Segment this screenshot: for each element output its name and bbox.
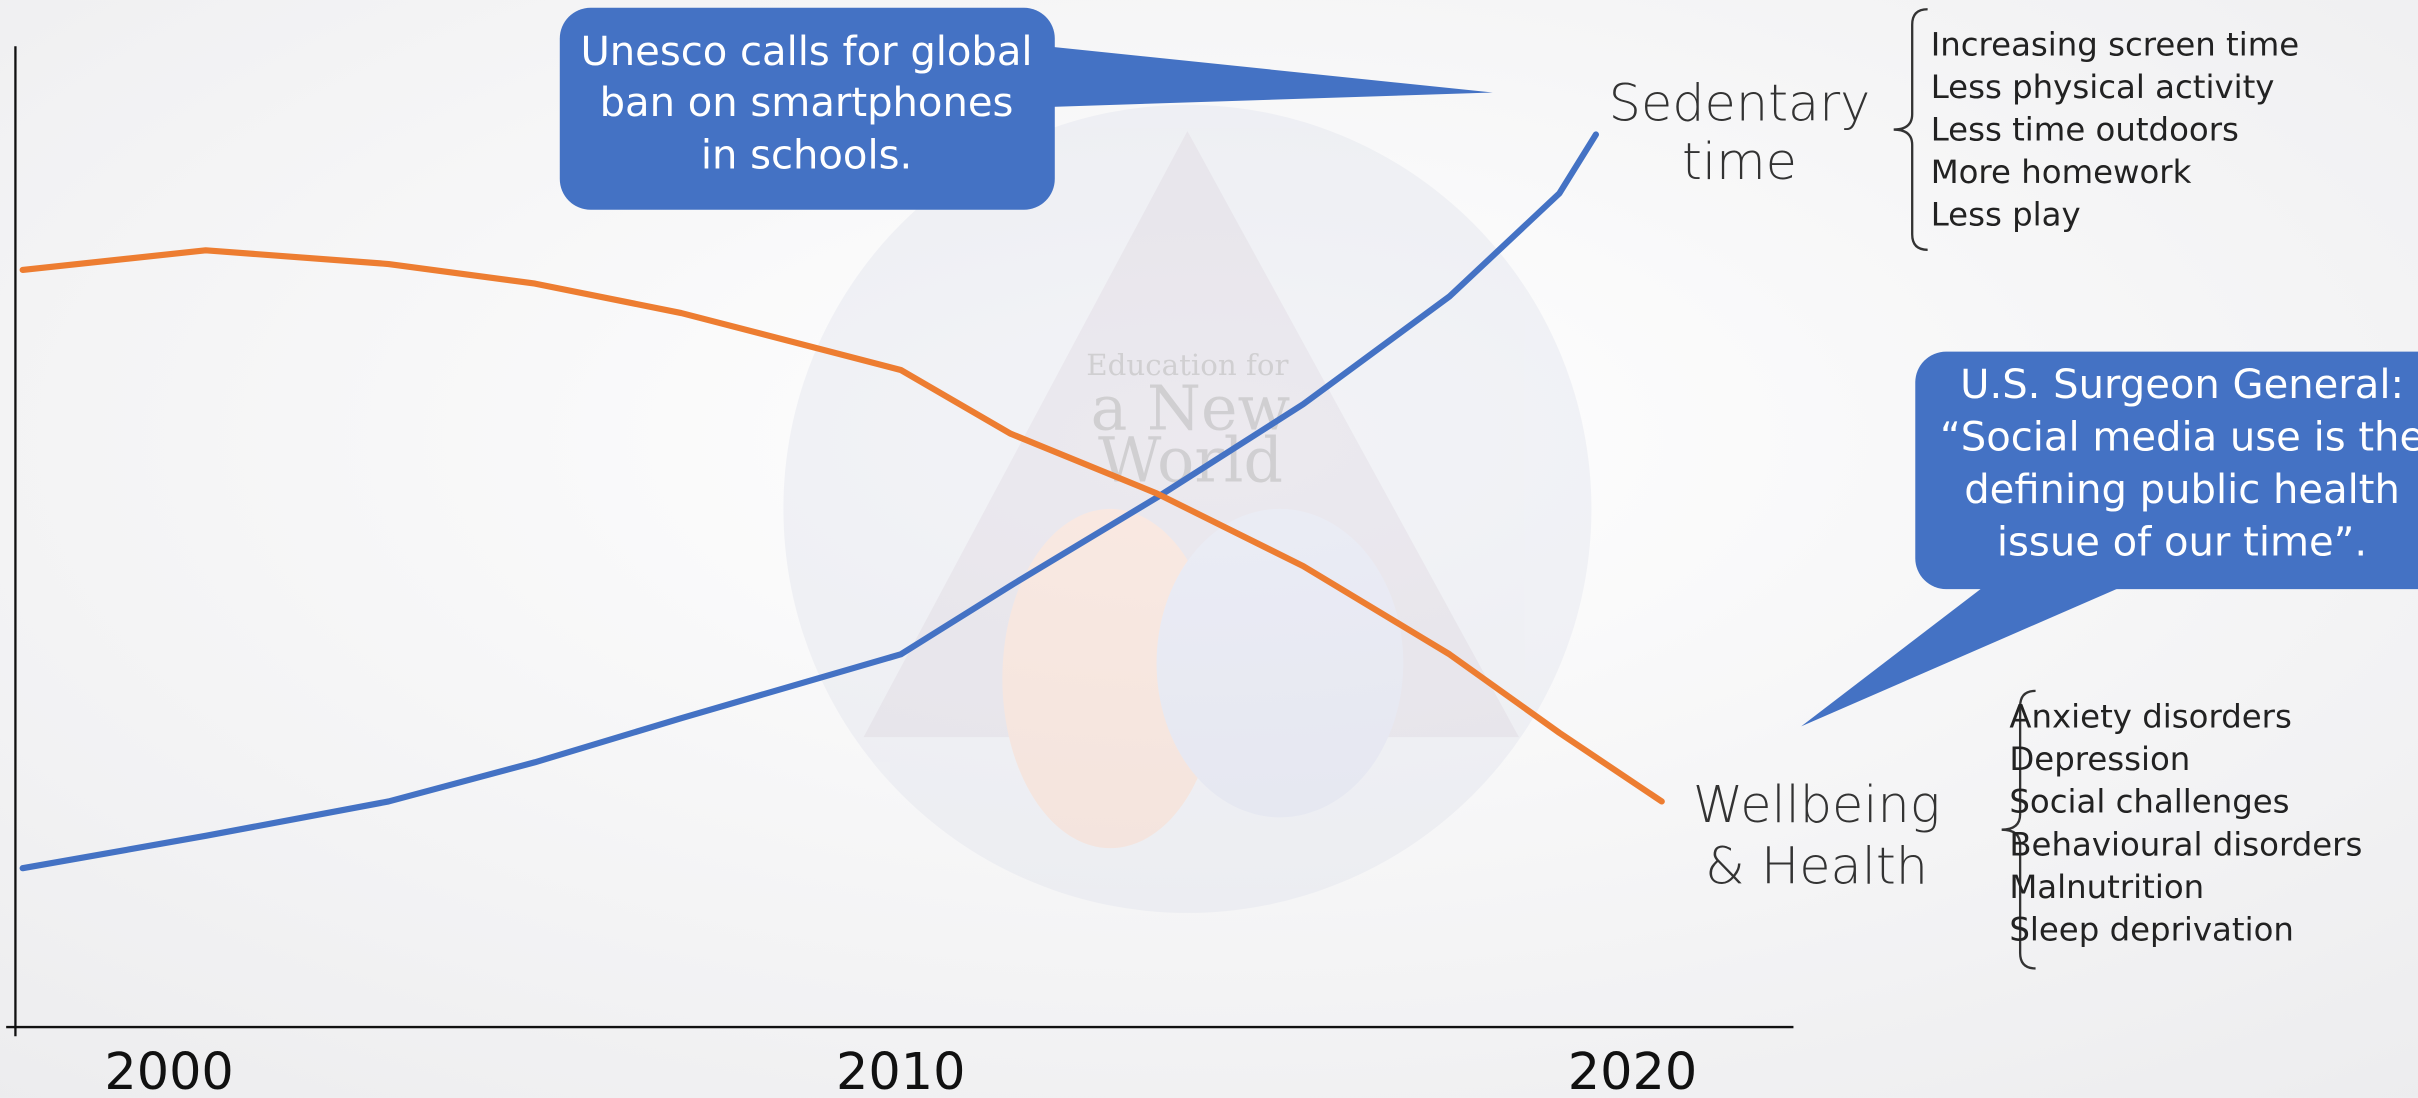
callout-text: issue of our time”. bbox=[1997, 519, 2367, 565]
callout-box bbox=[1915, 351, 2418, 590]
group-item: Sleep deprivation bbox=[2009, 910, 2294, 948]
group-label: Sedentary bbox=[1609, 73, 1871, 132]
callout-text: Unesco calls for global bbox=[580, 29, 1032, 75]
watermark-text: Education for bbox=[1086, 348, 1288, 382]
group-item: Increasing screen time bbox=[1931, 25, 2300, 63]
brace bbox=[1893, 8, 1928, 251]
line bbox=[19, 247, 1665, 805]
callout-text: ban on smartphones bbox=[600, 80, 1014, 126]
group-label: & Health bbox=[1705, 837, 1928, 896]
callout-box bbox=[559, 7, 1055, 210]
group-item: Less time outdoors bbox=[1931, 110, 2239, 148]
callout-text: “Social media use is the bbox=[1940, 415, 2418, 461]
x-tick-label: 2020 bbox=[1568, 1042, 1697, 1098]
callout: Unesco calls for global ban on smartphon… bbox=[559, 7, 1493, 210]
group-label: time bbox=[1682, 132, 1797, 191]
group-item: More homework bbox=[1931, 153, 2192, 191]
group-item: Less play bbox=[1931, 196, 2081, 234]
brace bbox=[2001, 689, 2036, 970]
group-label: Wellbeing bbox=[1693, 775, 1940, 834]
group-item: Behavioural disorders bbox=[2009, 825, 2362, 863]
group-item: Malnutrition bbox=[2009, 868, 2204, 906]
group-item: Social challenges bbox=[2009, 783, 2289, 821]
callout-tail bbox=[986, 40, 1493, 108]
callout-text: U.S. Surgeon General: bbox=[1960, 362, 2404, 408]
group-item: Less physical activity bbox=[1931, 68, 2275, 106]
group-item: Depression bbox=[2009, 740, 2190, 778]
x-tick-label: 2010 bbox=[836, 1042, 965, 1098]
callout-text: in schools. bbox=[701, 132, 912, 178]
line bbox=[19, 131, 1599, 872]
group-item: Anxiety disorders bbox=[2009, 698, 2292, 736]
callout-text: defining public health bbox=[1964, 467, 2400, 513]
x-tick-label: 2000 bbox=[104, 1042, 233, 1098]
